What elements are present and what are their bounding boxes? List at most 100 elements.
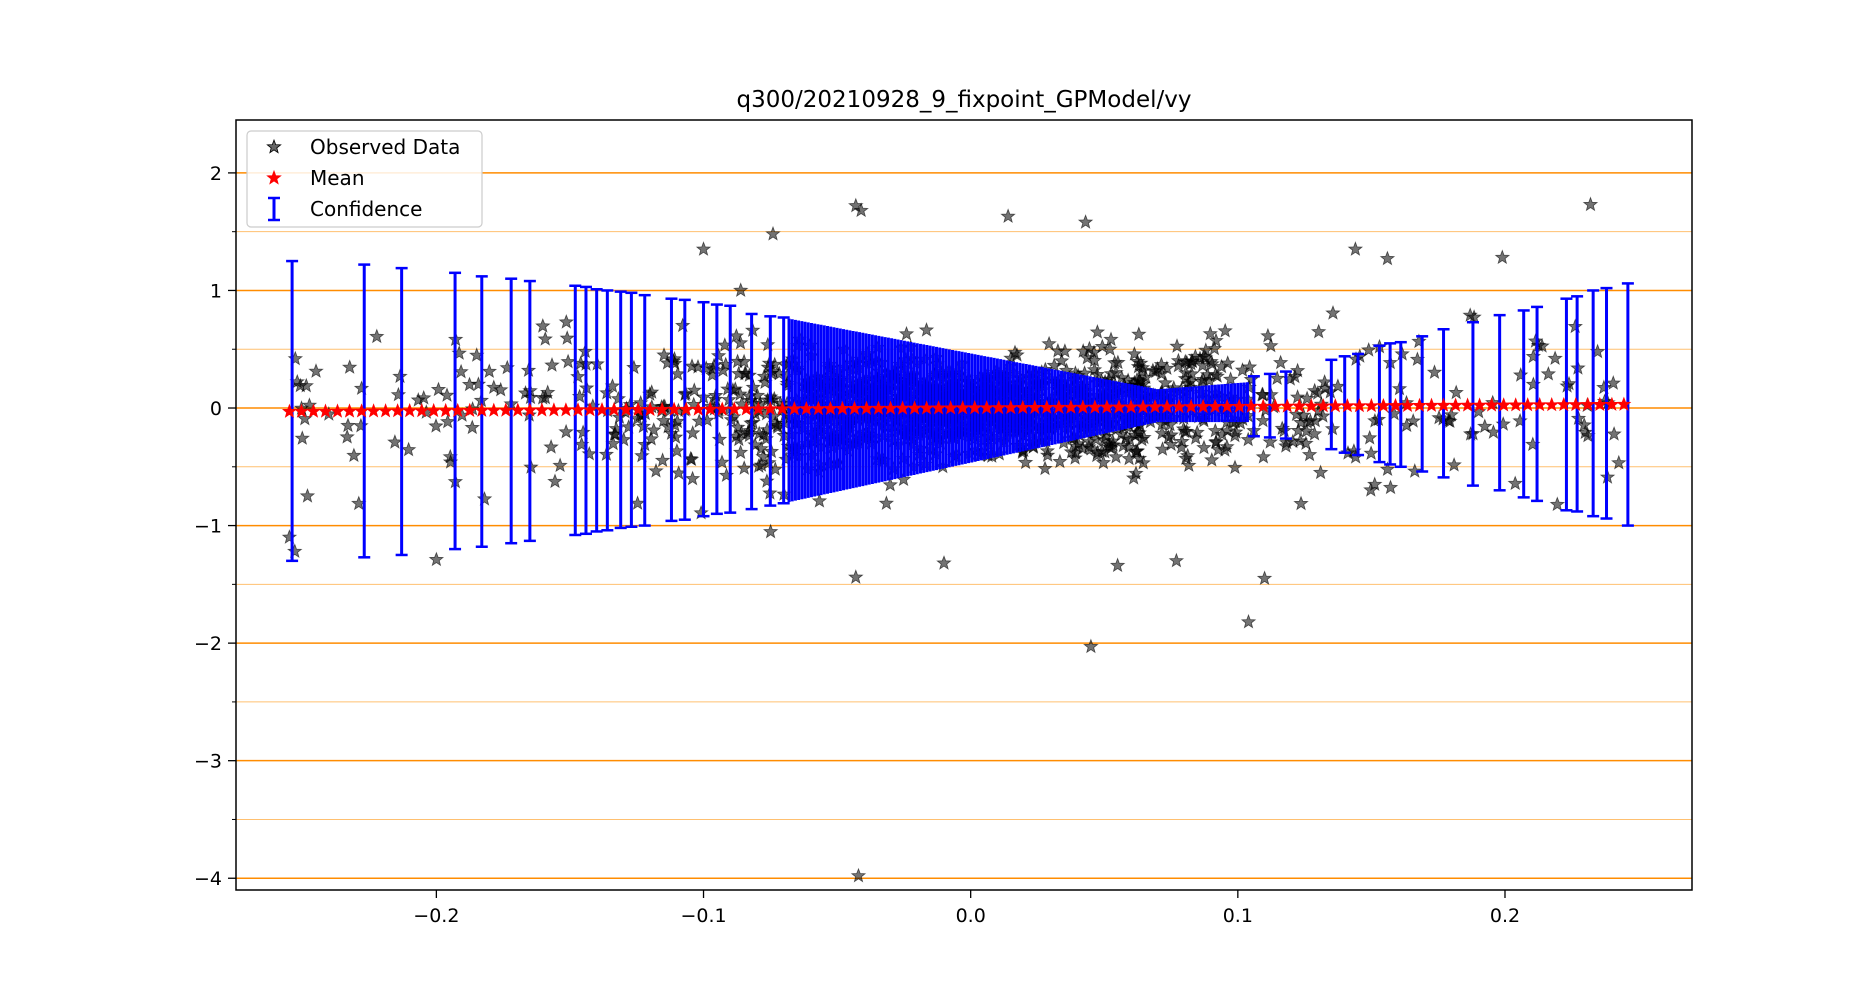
observed-point [850, 867, 867, 883]
observed-point [287, 350, 304, 366]
observed-point [918, 322, 935, 337]
observed-point [1289, 389, 1306, 404]
observed-point [760, 336, 776, 352]
observed-point [301, 397, 318, 412]
observed-point [732, 444, 749, 460]
observed-point [428, 417, 444, 433]
observed-point [1287, 368, 1303, 384]
y-tick-label: −3 [194, 751, 222, 773]
observed-point [1448, 384, 1464, 400]
observed-point [400, 441, 417, 457]
y-tick-label: −2 [194, 633, 222, 655]
observed-point [675, 317, 691, 333]
observed-point [570, 368, 586, 384]
observed-point [1255, 412, 1271, 428]
observed-point [1406, 463, 1423, 478]
observed-point [1136, 429, 1152, 445]
observed-point [1108, 448, 1124, 464]
mean-point [378, 403, 394, 418]
observed-point [1178, 450, 1194, 466]
observed-point [1109, 557, 1126, 573]
observed-legend-icon [266, 138, 282, 154]
observed-point [1168, 552, 1185, 568]
x-tick-label: 0.0 [956, 905, 986, 927]
observed-point [1292, 432, 1308, 448]
observed-point [684, 470, 701, 486]
observed-point [1379, 250, 1396, 266]
observed-point [1196, 348, 1212, 364]
observed-point [1154, 425, 1170, 440]
observed-point [741, 427, 758, 443]
observed-point [654, 452, 671, 468]
observed-point [346, 447, 362, 463]
observed-point [1606, 425, 1622, 441]
observed-point [1312, 464, 1329, 480]
observed-point [629, 495, 646, 510]
observed-point [1204, 451, 1220, 467]
observed-point [1361, 429, 1378, 445]
observed-point [610, 390, 627, 406]
observed-point [1017, 454, 1034, 470]
observed-point [1037, 460, 1053, 476]
observed-point [1039, 447, 1056, 462]
observed-point [667, 417, 683, 432]
observed-point [1206, 340, 1223, 356]
observed-point [430, 381, 447, 397]
observed-point [1240, 431, 1256, 447]
observed-point [299, 487, 316, 503]
observed-point [765, 225, 781, 241]
observed-point [1207, 422, 1224, 438]
observed-point [1512, 367, 1529, 382]
observed-point [1347, 241, 1364, 256]
observed-point [762, 523, 779, 539]
observed-point [1202, 325, 1218, 341]
observed-point [1126, 345, 1143, 361]
observed-point [428, 551, 445, 567]
observed-point [753, 440, 770, 456]
observed-point [390, 386, 407, 402]
observed-point [634, 447, 650, 463]
observed-point [1360, 341, 1377, 357]
observed-point [560, 353, 576, 369]
observed-point [387, 434, 403, 449]
observed-point [1289, 362, 1306, 378]
observed-point [1173, 439, 1190, 455]
observed-data-series [281, 196, 1627, 883]
observed-point [711, 431, 728, 447]
observed-point [626, 359, 642, 375]
observed-point [416, 389, 432, 405]
observed-point [1075, 440, 1091, 456]
observed-point [811, 492, 828, 508]
observed-point [439, 413, 456, 429]
observed-point [1301, 446, 1318, 462]
x-tick-label: 0.1 [1223, 905, 1253, 927]
y-axis: 2 1 0 −1 −2 −3 −4 [194, 163, 236, 890]
mean-point [1616, 396, 1632, 411]
observed-point [1057, 343, 1073, 358]
observed-point [1217, 322, 1233, 338]
observed-point [1567, 318, 1583, 334]
observed-point [439, 387, 455, 402]
observed-point [936, 555, 952, 570]
observed-point [392, 368, 408, 384]
observed-point [1241, 358, 1258, 374]
observed-point [615, 431, 632, 447]
observed-point [1611, 454, 1627, 470]
observed-point [281, 529, 298, 544]
observed-point [1426, 364, 1443, 380]
observed-point [1228, 424, 1244, 439]
observed-point [1363, 445, 1379, 461]
observed-point [1306, 425, 1323, 441]
observed-point [535, 317, 551, 333]
x-axis: −0.2 −0.1 0.0 0.1 0.2 [413, 890, 1520, 927]
observed-point [1477, 418, 1493, 434]
y-tick-label: 0 [210, 398, 222, 420]
observed-point [1272, 354, 1289, 370]
observed-point [559, 330, 575, 345]
observed-point [341, 359, 358, 374]
y-tick-label: 1 [210, 280, 222, 302]
observed-point [1103, 439, 1120, 455]
observed-point [1547, 350, 1563, 366]
observed-point [729, 353, 746, 369]
observed-point [747, 436, 763, 452]
